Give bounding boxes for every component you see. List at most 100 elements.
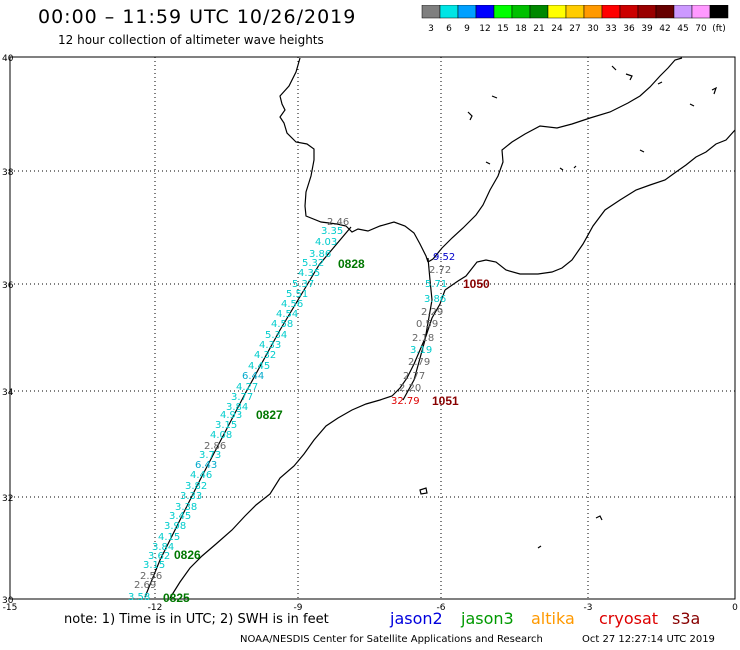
credit-line: NOAA/NESDIS Center for Satellite Applica… [240,634,543,645]
swh-value: 4.27 [236,382,258,393]
scale-swatch [709,5,729,19]
swh-value: 2.69 [134,580,156,591]
swh-value: 4.08 [210,430,232,441]
swh-value: 2.18 [412,333,434,344]
scale-label: 42 [659,24,670,34]
scale-label: (ft) [712,24,726,34]
swh-value: 5.32 [302,258,324,269]
swh-value: 4.32 [254,350,276,361]
footer-note: note: 1) Time is in UTC; 2) SWH is in fe… [64,612,329,627]
satellite-legend-jason3: jason3 [461,609,514,628]
swh-value: 3.86 [309,249,331,260]
swh-value: 3.38 [175,502,197,513]
swh-value: 0.59 [416,319,438,330]
lat-tick-label: 34 [2,388,14,398]
lon-tick-label: -6 [437,603,446,612]
generated-timestamp: Oct 27 12:27:14 UTC 2019 [582,634,715,645]
satellite-ground-tracks [144,226,433,598]
swh-value: 3.86 [424,294,446,305]
swh-value: 6.43 [195,460,217,471]
scale-label: 36 [623,24,635,34]
pass-time-label: 1050 [463,277,490,291]
scale-label: 39 [641,24,653,34]
swh-value: 4.03 [315,237,337,248]
pass-time-label: 0827 [256,408,283,422]
pass-time-labels: 0825 0826 0827 0828 1050 1051 [163,257,490,605]
swh-value: 4.56 [281,299,303,310]
swh-value: 5.51 [286,289,308,300]
pass-time-label: 1051 [432,394,459,408]
lat-tick-label: 32 [2,494,13,504]
scale-label: 18 [515,24,527,34]
scale-label: 21 [533,24,544,34]
pass-time-label: 0828 [338,257,365,271]
swh-value: 2.20 [399,383,421,394]
lat-tick-label: 36 [2,281,14,291]
swh-value: 4.33 [259,340,281,351]
track-west-values: 2.463.354.033.865.324.355.375.514.564.54… [128,217,349,603]
lon-tick-label: -12 [148,603,163,612]
swh-value: 3.58 [128,592,150,603]
scale-label: 24 [551,24,563,34]
map-title: 00:00 – 11:59 UTC 10/26/2019 [38,6,357,28]
lon-tick-label: -9 [294,603,303,612]
swh-value: 3.62 [148,551,170,562]
swh-value: 6.44 [242,371,264,382]
swh-value: 5.37 [292,279,314,290]
lat-tick-label: 30 [2,596,14,606]
swh-value: 3.45 [169,511,191,522]
scale-label: 33 [605,24,616,34]
swh-value: 4.54 [276,309,298,320]
map-gridlines [10,57,735,599]
axis-tick-labels: 40 38 36 34 32 30-15 -12 -9 -6 -3 0 [2,54,738,612]
scale-label: 27 [569,24,580,34]
lon-tick-label: 0 [732,603,738,612]
swh-value: 3.77 [231,392,253,403]
lat-tick-label: 38 [2,168,14,178]
swh-value: 3.15 [215,420,237,431]
swh-value: 2.56 [140,571,162,582]
map-frame [9,56,736,600]
swh-value: 3.73 [199,450,221,461]
swh-value: 3.33 [180,491,202,502]
swh-value: 4.93 [220,410,242,421]
swh-value: 4.45 [248,361,270,372]
coastline [169,57,736,599]
satellite-legend-altika: altika [531,609,575,628]
pass-time-label: 0826 [174,548,201,562]
lon-tick-label: -3 [584,603,593,612]
satellite-legend-cryosat: cryosat [599,609,659,628]
swh-value: 3.35 [321,226,343,237]
scale-label: 9 [464,24,470,34]
swh-value: 3.84 [226,402,248,413]
scale-label: 6 [446,24,452,34]
swh-value: 2.46 [327,217,349,228]
pass-time-label: 0825 [163,591,190,605]
map-subtitle: 12 hour collection of altimeter wave hei… [58,33,324,47]
swh-value: 2.77 [403,371,425,382]
wave-height-color-scale: 3 6 9 12 15 18 21 24 27 30 33 36 39 42 45 70 (ft) [421,5,729,34]
satellite-legend-jason2: jason2 [390,609,443,628]
scale-label: 15 [497,24,508,34]
swh-value: 3.84 [152,542,174,553]
swh-value: 2.79 [408,357,430,368]
scale-label: 12 [479,24,490,34]
scale-label: 30 [587,24,599,34]
swh-value: 3.15 [143,560,165,571]
swh-value: 5.71 [425,279,447,290]
track-east-values: 9.52 2.72 5.71 3.86 2.290.59 2.183.192.79 2.77… [391,252,455,407]
lon-tick-label: -15 [3,603,18,612]
swh-value: 4.35 [298,268,320,279]
scale-label: 70 [695,24,707,34]
swh-value: 2.72 [429,265,451,276]
swh-value: 9.52 [433,252,455,263]
scale-label: 45 [677,24,688,34]
swh-value: 5.34 [265,330,287,341]
swh-value: 4.15 [158,532,180,543]
swh-value: 4.58 [271,319,293,330]
satellite-legend-s3a: s3a [672,609,701,628]
swh-value: 2.86 [204,441,226,452]
swh-value: 3.19 [410,345,432,356]
swh-value: 2.29 [421,307,443,318]
